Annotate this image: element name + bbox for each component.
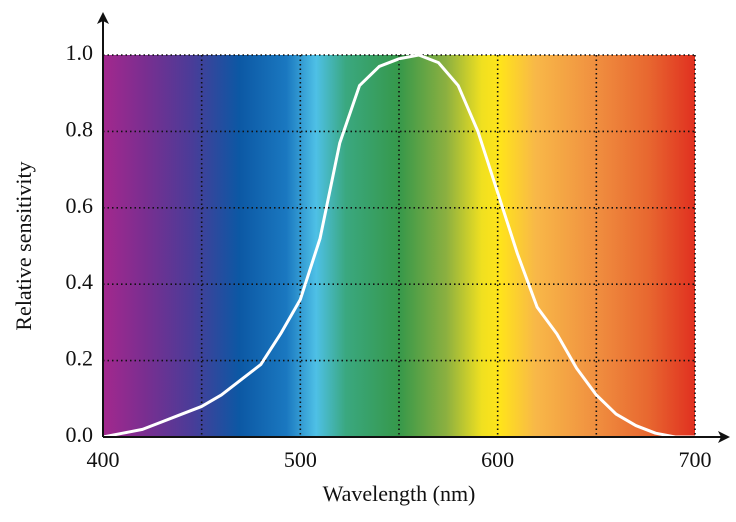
y-axis-label: Relative sensitivity (11, 161, 36, 330)
sensitivity-curve (102, 53, 695, 439)
x-tick-label: 700 (679, 447, 712, 472)
x-axis-label: Wavelength (nm) (323, 481, 476, 506)
x-tick-label: 500 (284, 447, 317, 472)
y-tick-label: 0.8 (66, 116, 94, 141)
y-tick-label: 0.0 (66, 422, 94, 447)
y-tick-label: 1.0 (66, 40, 94, 65)
y-tick-label: 0.2 (66, 346, 94, 371)
y-tick-label: 0.6 (66, 193, 94, 218)
plot (102, 53, 695, 439)
grid (103, 54, 696, 437)
x-tick-label: 400 (87, 447, 120, 472)
x-tick-label: 600 (481, 447, 514, 472)
y-tick-label: 0.4 (66, 269, 94, 294)
